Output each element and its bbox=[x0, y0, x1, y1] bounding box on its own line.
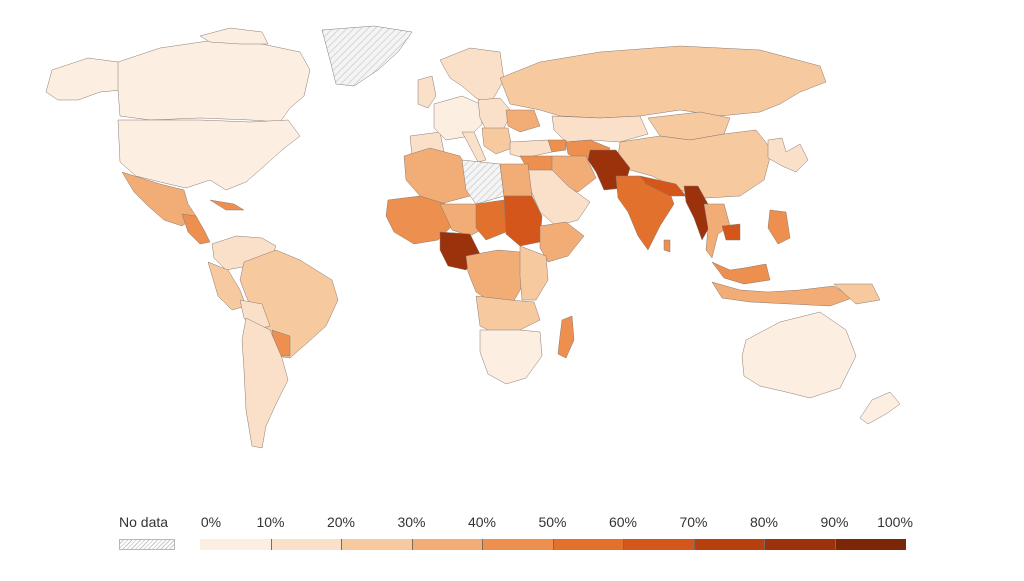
region-china bbox=[617, 129, 773, 199]
legend-tick-label: 50% bbox=[538, 514, 567, 530]
legend-tick-label: 70% bbox=[679, 514, 708, 530]
region-canada bbox=[117, 39, 311, 123]
region-angola-zambia bbox=[475, 295, 541, 335]
region-east-africa bbox=[519, 245, 549, 301]
legend-bin bbox=[482, 539, 553, 550]
legend-tick-label: 10% bbox=[256, 514, 285, 530]
legend-bin bbox=[834, 539, 906, 550]
region-southern-africa bbox=[479, 329, 543, 385]
no-data-swatch bbox=[119, 539, 175, 550]
legend-bin bbox=[764, 539, 835, 550]
region-morocco-algeria bbox=[403, 147, 471, 205]
region-new-zealand bbox=[859, 391, 901, 425]
region-alaska bbox=[45, 57, 123, 101]
region-argentina-chile bbox=[241, 317, 289, 449]
region-sri-lanka bbox=[663, 239, 671, 253]
region-italy bbox=[461, 131, 487, 163]
region-usa bbox=[117, 119, 301, 191]
no-data-label: No data bbox=[119, 514, 169, 530]
legend-tick-label: 0% bbox=[200, 514, 222, 530]
region-nepal-bangladesh bbox=[639, 175, 687, 197]
region-central-america bbox=[181, 213, 211, 245]
region-indonesia bbox=[711, 281, 853, 307]
region-greenland bbox=[321, 25, 413, 87]
region-korea-japan bbox=[767, 137, 809, 173]
region-egypt bbox=[499, 163, 533, 197]
legend-bin bbox=[623, 539, 694, 550]
legend-tick-label: 80% bbox=[749, 514, 779, 530]
legend-bin bbox=[411, 539, 483, 550]
legend-tick-label: 100% bbox=[877, 514, 913, 530]
region-balkans bbox=[481, 127, 513, 155]
legend-bin bbox=[341, 539, 412, 550]
region-caucasus bbox=[547, 139, 567, 153]
legend-tick-label: 90% bbox=[820, 514, 849, 530]
region-france-germany bbox=[433, 95, 483, 141]
region-malaysia bbox=[711, 261, 771, 285]
region-cambodia bbox=[721, 223, 741, 241]
region-myanmar bbox=[683, 185, 711, 241]
legend-tick-label: 20% bbox=[326, 514, 356, 530]
legend-bin bbox=[270, 539, 342, 550]
region-kazakhstan bbox=[551, 115, 649, 143]
region-russia bbox=[499, 45, 827, 119]
region-uk bbox=[417, 75, 437, 109]
region-scandinavia bbox=[439, 47, 505, 105]
legend-tick-label: 40% bbox=[467, 514, 497, 530]
region-cuba bbox=[209, 199, 245, 211]
region-chad bbox=[475, 199, 507, 241]
region-turkey bbox=[509, 139, 553, 159]
region-papua bbox=[833, 283, 881, 305]
region-libya bbox=[461, 159, 505, 205]
region-philippines bbox=[767, 209, 791, 245]
map-legend: No data 0% 10% 20% 30% 40% 50% 60% 70% 80% 90% 100… bbox=[118, 514, 918, 564]
region-thailand-laos bbox=[703, 203, 731, 259]
region-west-africa bbox=[385, 195, 453, 245]
region-madagascar bbox=[557, 315, 575, 359]
region-ethiopia-horn bbox=[539, 221, 585, 263]
legend-tick-label: 30% bbox=[397, 514, 426, 530]
legend-bin bbox=[693, 539, 765, 550]
region-brazil bbox=[239, 249, 339, 359]
region-arabia bbox=[523, 167, 591, 227]
legend-bin bbox=[200, 539, 271, 550]
region-canada-islands bbox=[199, 27, 269, 45]
legend-tick-label: 60% bbox=[608, 514, 638, 530]
region-central-africa bbox=[465, 249, 527, 305]
legend-bin bbox=[552, 539, 624, 550]
region-australia bbox=[741, 311, 857, 399]
region-ukraine bbox=[505, 109, 541, 133]
